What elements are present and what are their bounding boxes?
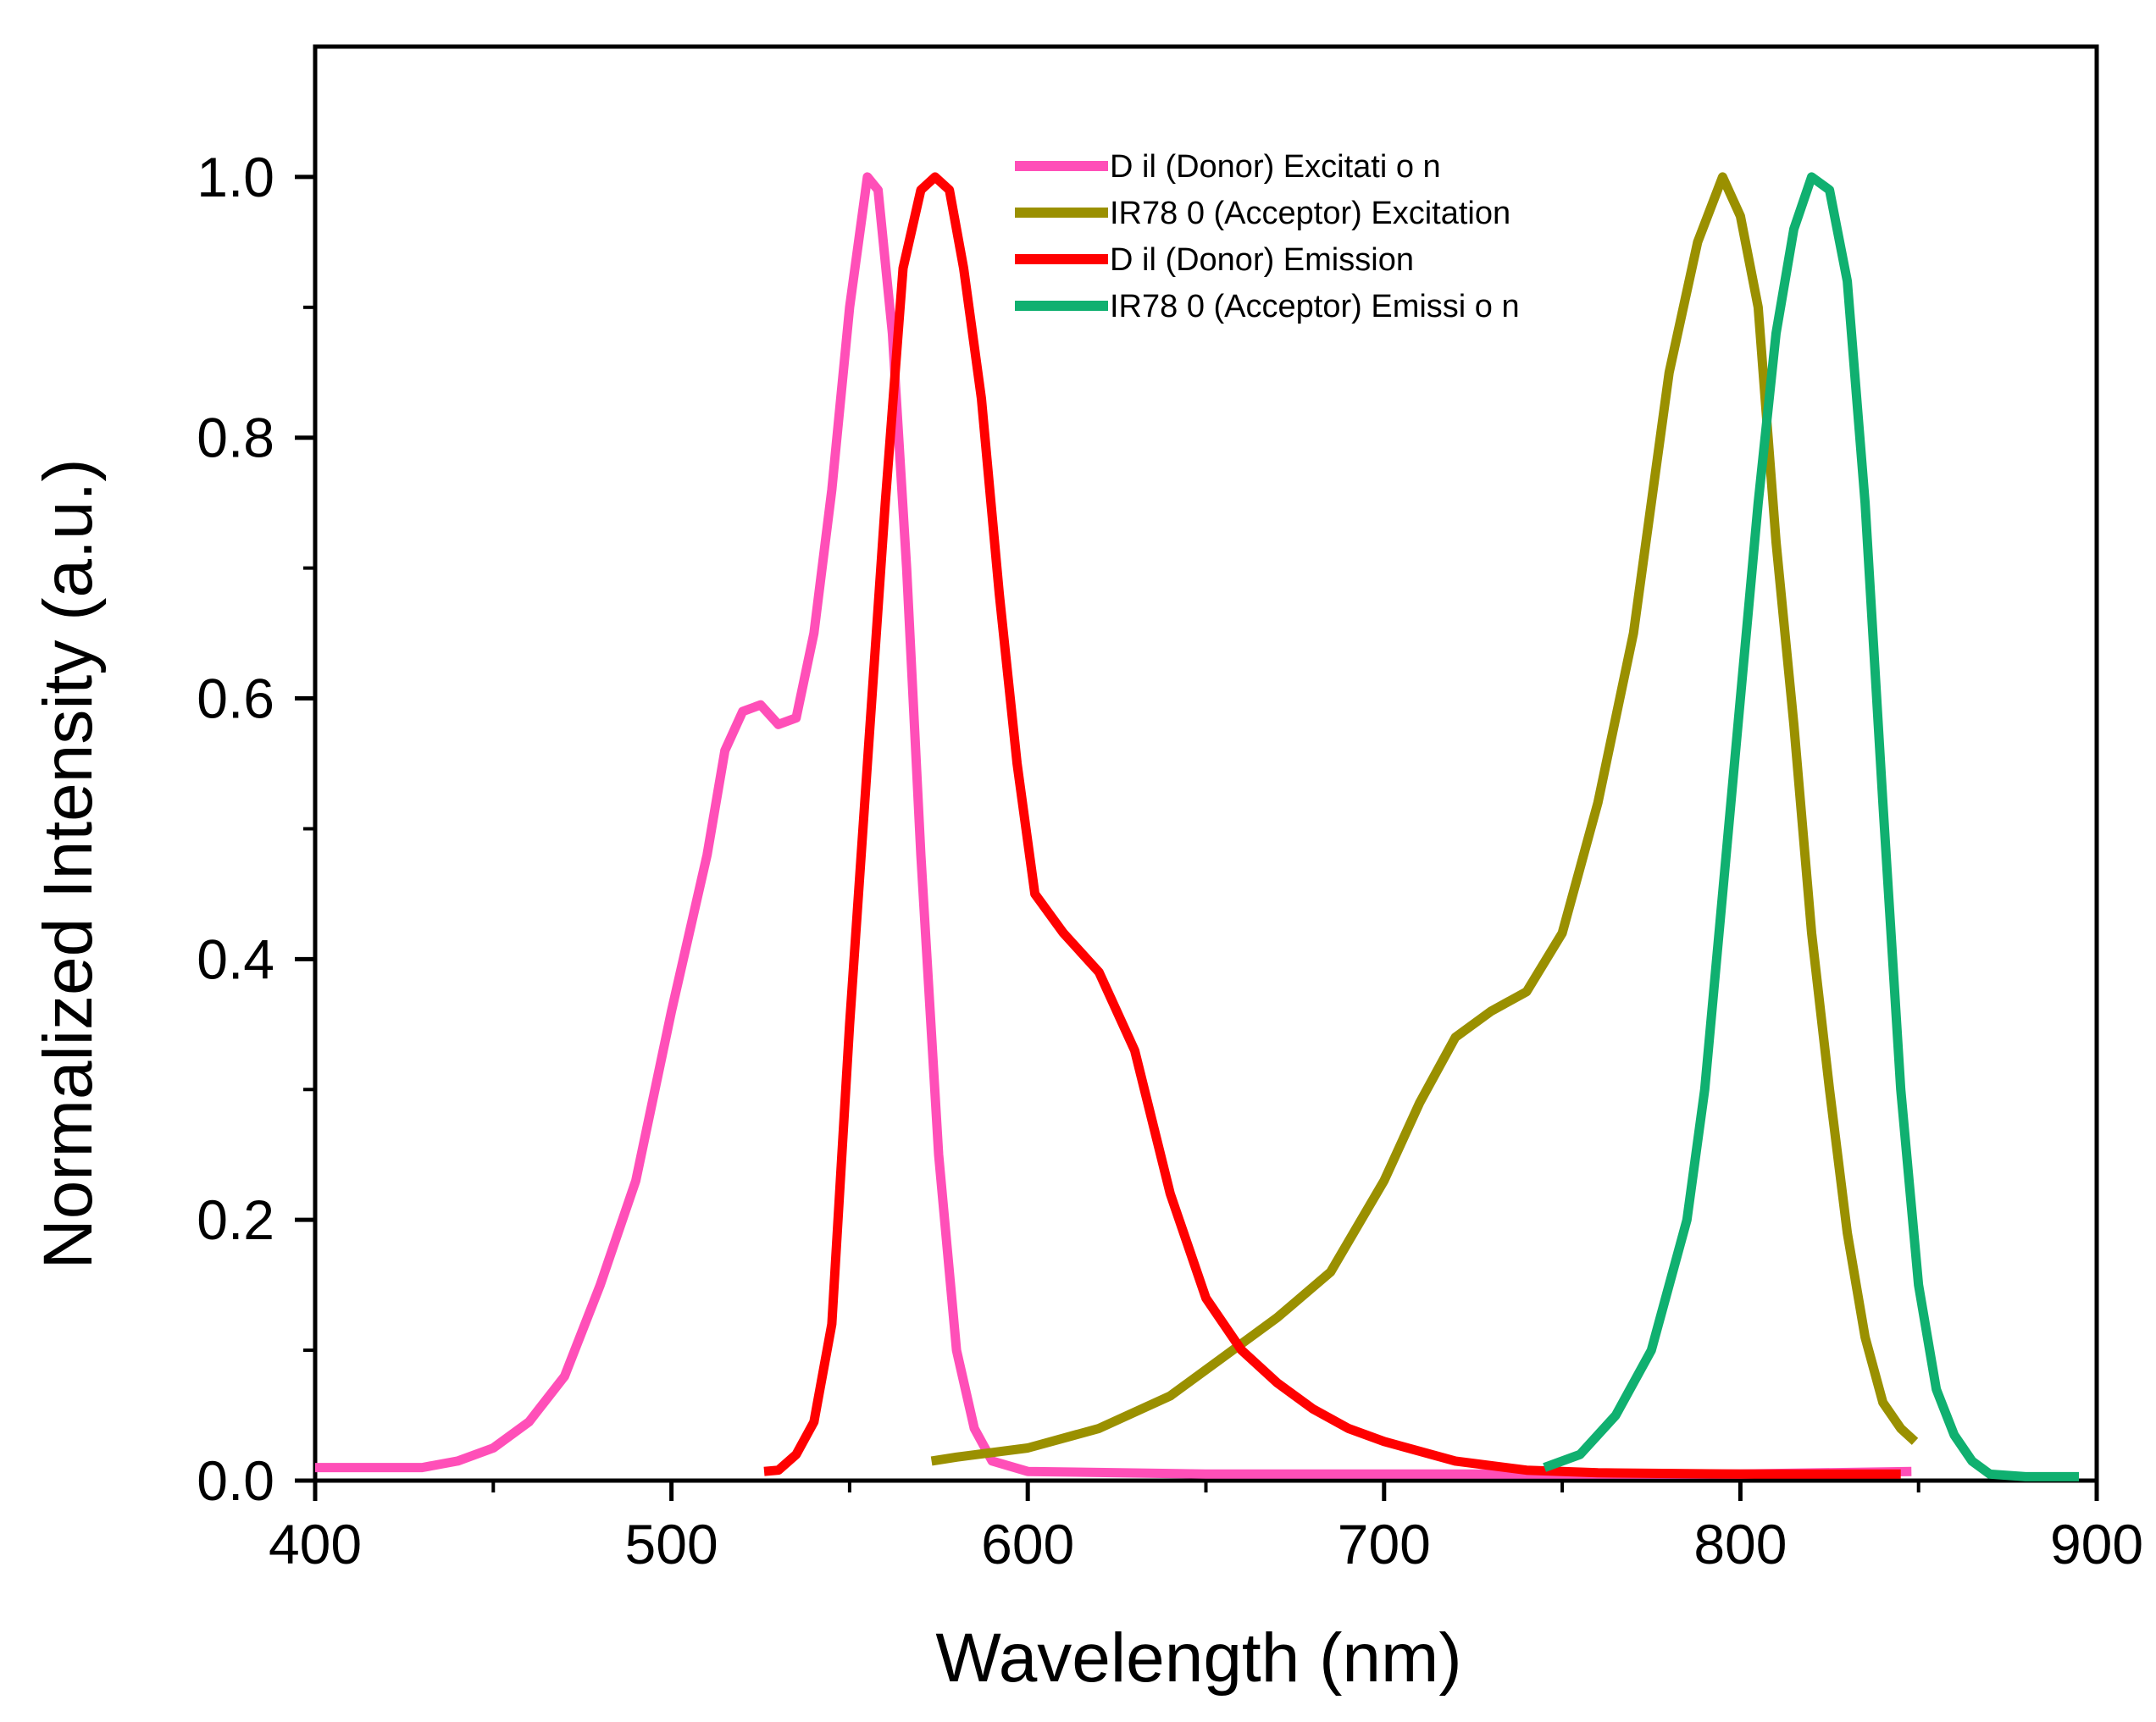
y-tick-label-0.6: 0.6 [197,667,274,730]
y-axis-title: Normalized Intensity (a.u.) [30,458,107,1269]
axes-layer: 400 500 600 700 800 900 0.0 0.2 0.4 0.6 0.8 1.0 [197,44,2143,1575]
legend-label-3: D il (Donor) Emission [1110,242,1414,278]
y-tick-label-0.2: 0.2 [197,1188,274,1251]
legend: D il (Donor) Excitati o n IR78 0 (Accepto… [1015,149,1520,324]
x-tick-label-800: 800 [1693,1513,1787,1575]
x-tick-label-700: 700 [1338,1513,1431,1575]
x-tick-label-400: 400 [269,1513,362,1575]
legend-label-1: D il (Donor) Excitati o n [1110,149,1441,185]
x-tick-label-900: 900 [2050,1513,2143,1575]
y-tick-label-0.0: 0.0 [197,1449,274,1512]
series-line-4 [1543,172,2079,1481]
legend-label-2: IR78 0 (Acceptor) Excitation [1110,196,1510,231]
series-line-2 [930,172,1919,1466]
series-layer [315,172,2079,1481]
x-tick-label-500: 500 [625,1513,718,1575]
y-tick-label-1.0: 1.0 [197,146,274,208]
legend-label-4: IR78 0 (Acceptor) Emissi o n [1110,289,1520,324]
series-line-3 [763,172,1901,1479]
x-tick-label-600: 600 [981,1513,1074,1575]
y-tick-label-0.4: 0.4 [197,927,274,990]
x-axis-title: Wavelength (nm) [935,1620,1461,1697]
y-tick-label-0.8: 0.8 [197,407,274,469]
